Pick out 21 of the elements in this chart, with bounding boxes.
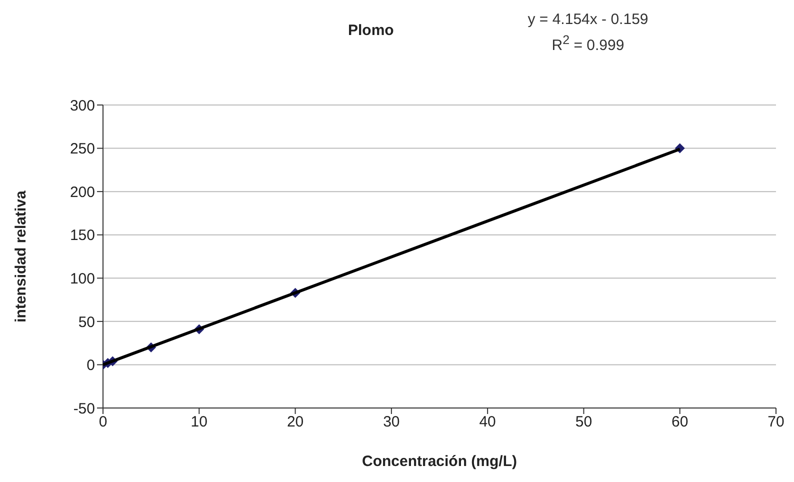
- y-tick-label: 250: [70, 140, 95, 158]
- x-tick-label: 30: [383, 414, 400, 431]
- y-tick-label: 100: [70, 270, 95, 288]
- y-tick-label: 0: [86, 357, 95, 374]
- x-tick-label: 60: [672, 414, 688, 431]
- text: y = 4.154x - 0.159: [526, 10, 650, 30]
- y-tick-label: 50: [78, 314, 95, 331]
- y-axis-title: intensidad relativa: [12, 190, 30, 322]
- x-axis-title: Concentración (mg/L): [362, 453, 518, 470]
- x-tick-label: 50: [575, 414, 592, 431]
- x-tick-label: 20: [286, 414, 304, 431]
- x-tick-label: 40: [479, 414, 496, 431]
- x-tick-label: 0: [98, 414, 108, 431]
- y-tick-label: 300: [70, 97, 95, 114]
- y-tick-label: -50: [73, 400, 95, 418]
- x-tick-label: 10: [190, 414, 208, 431]
- y-tick-label: 200: [70, 184, 95, 201]
- text: R$^{2}$ = 0.999: [550, 32, 626, 56]
- chart-title: Plomo: [348, 22, 394, 39]
- x-tick-label: 70: [768, 414, 784, 431]
- y-tick-label: 150: [70, 227, 95, 244]
